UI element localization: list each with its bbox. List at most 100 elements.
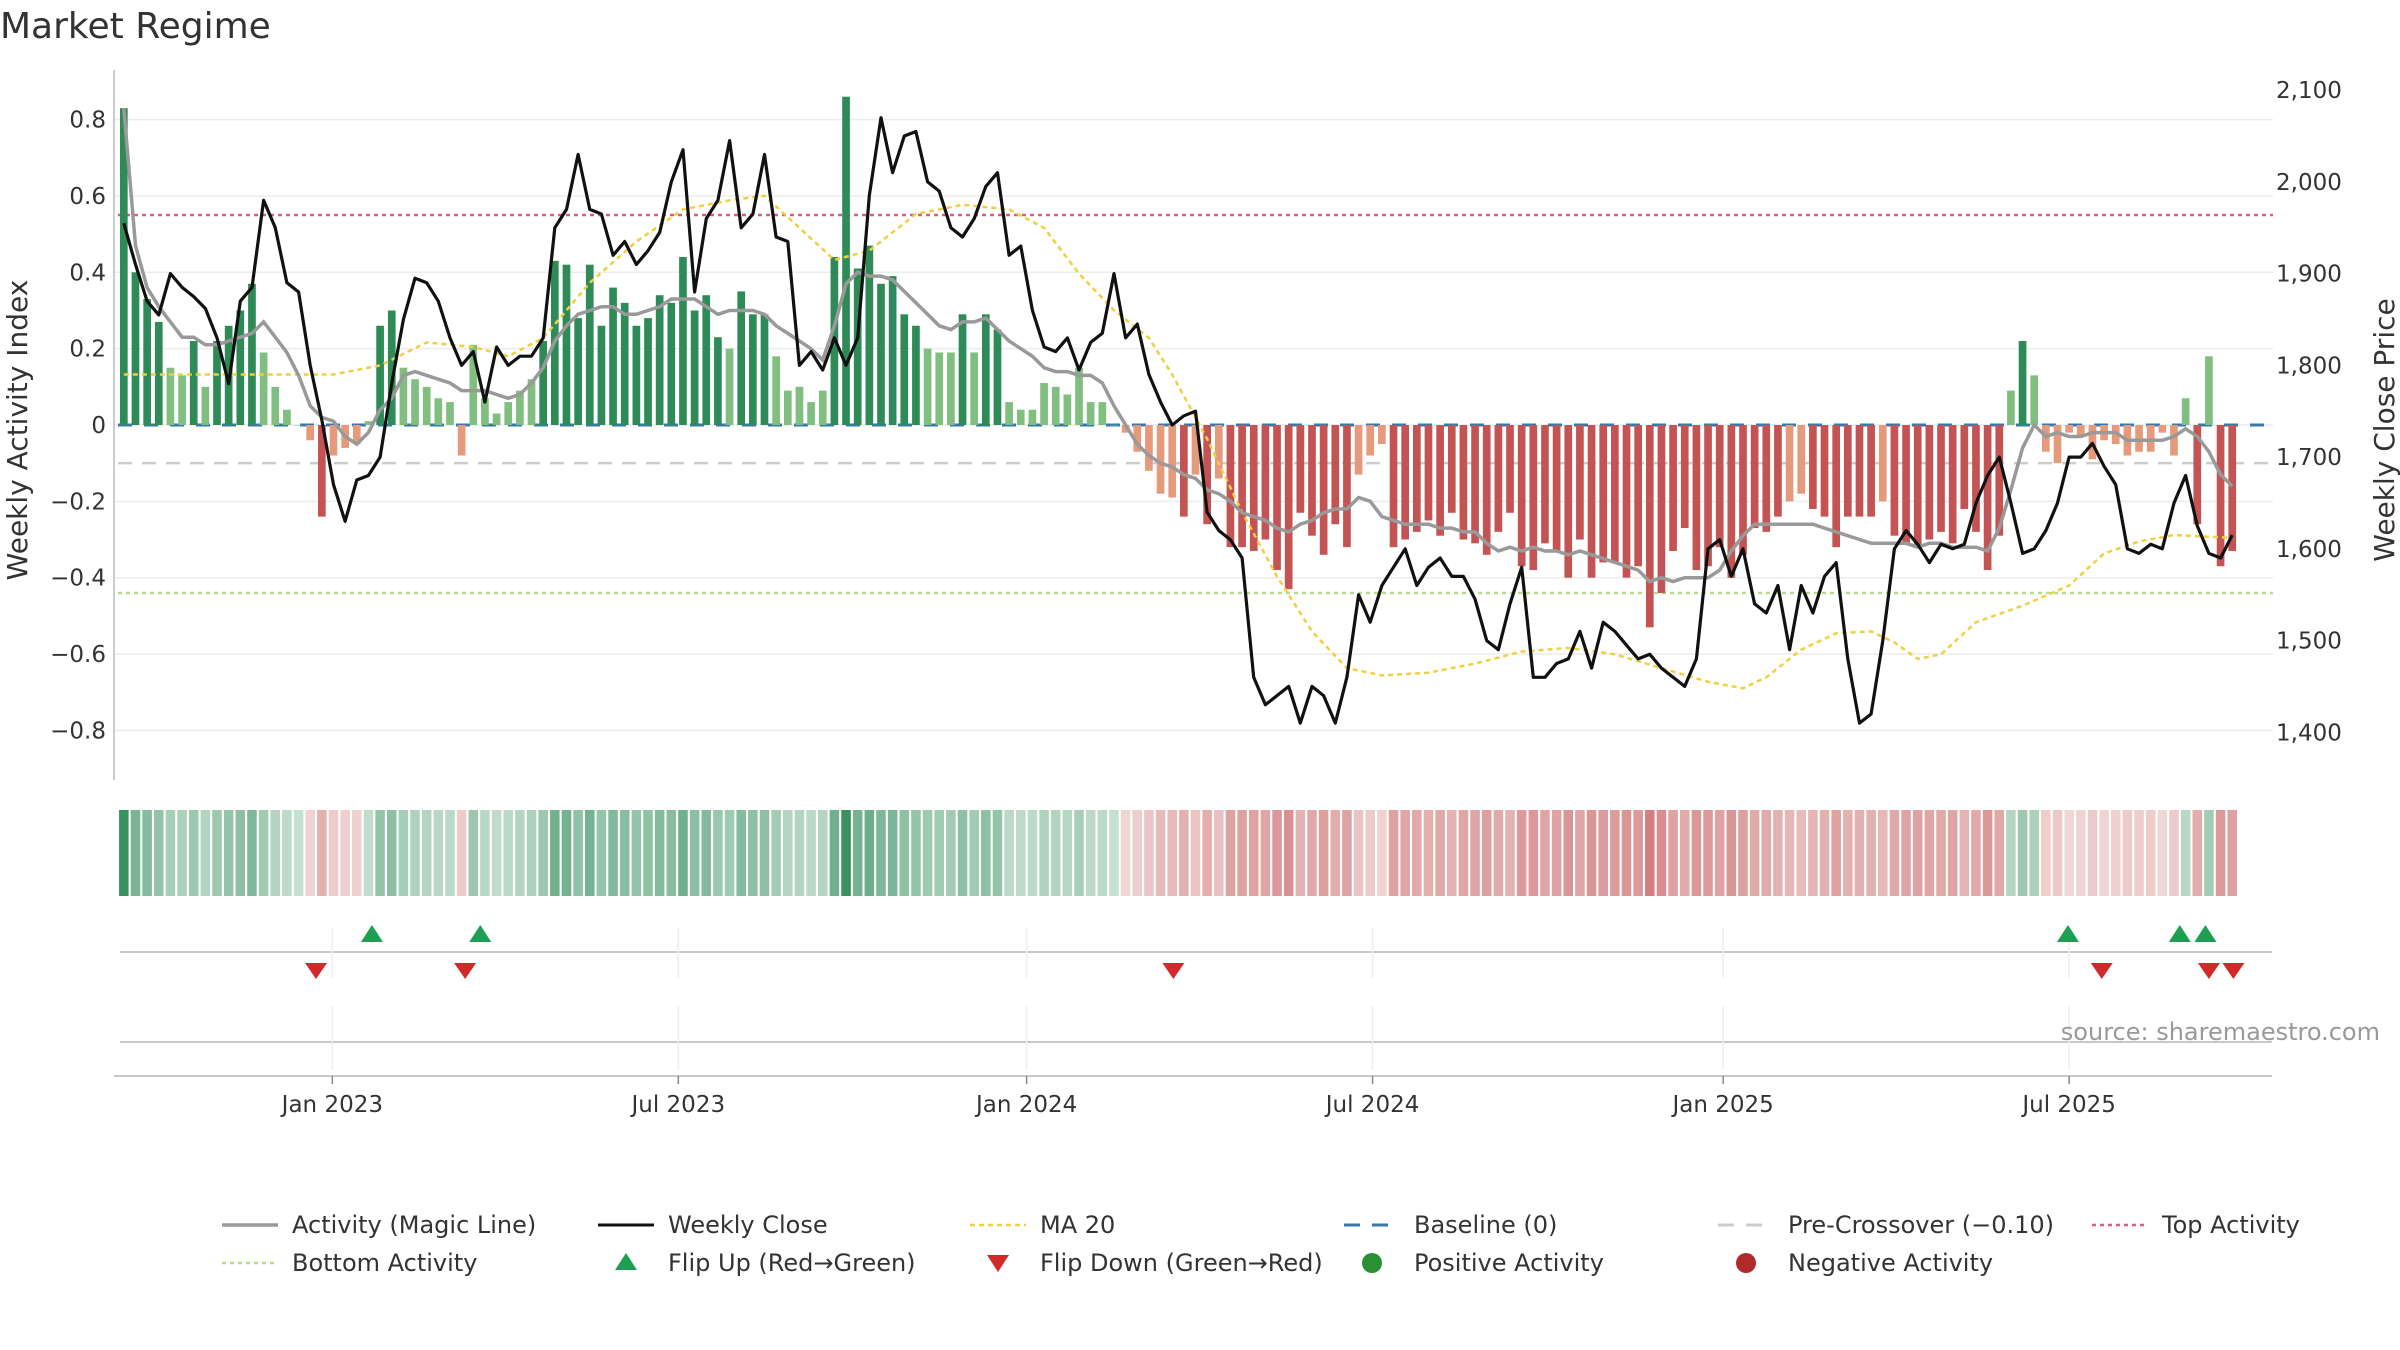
regime-cell [817,810,828,896]
regime-cell [1272,810,1282,896]
activity-bar [725,348,734,425]
activity-bar [1214,425,1223,479]
regime-cell [794,810,805,896]
activity-bar [504,402,513,425]
activity-bar [853,268,862,425]
legend: Activity (Magic Line) Weekly Close MA 20 Ba… [222,1211,2300,1277]
regime-cell [1959,810,1970,896]
activity-bar [1552,425,1561,551]
regime-cell [1155,810,1166,896]
regime-cell [526,810,537,896]
regime-cell [1120,810,1131,896]
regime-cell [631,810,642,896]
activity-bar [364,421,373,425]
activity-bar [143,299,151,425]
activity-bar [1587,425,1596,578]
activity-bar [271,386,280,425]
legend-item-pos: Positive Activity [1362,1249,1604,1277]
activity-bar [1878,425,1887,502]
activity-bar [2181,398,2190,425]
legend-label: Positive Activity [1414,1249,1604,1277]
legend-item-flipup: Flip Up (Red→Green) [615,1249,916,1277]
regime-cell [1866,810,1876,896]
activity-bar [306,425,315,441]
regime-cell [1260,810,1271,896]
activity-bar [1820,425,1829,517]
regime-cell [1691,810,1702,896]
regime-cell [922,810,933,896]
regime-cell [2087,810,2098,896]
activity-bar [842,96,850,425]
activity-bar [236,310,245,425]
regime-cell [1237,810,1247,896]
regime-cell [771,810,781,896]
flip-up-marker [2056,925,2079,942]
legend-item-bottom: Bottom Activity [222,1249,477,1277]
regime-cell [1726,810,1737,896]
regime-cell [981,810,991,896]
activity-bar [1599,425,1608,563]
activity-bar [259,352,268,425]
regime-cell [2227,810,2238,896]
regime-cell [2110,810,2121,896]
activity-bar [189,341,198,425]
weekly-close-line [122,116,2234,725]
regime-cell [2064,810,2074,896]
activity-bar [481,398,489,425]
activity-bar [411,379,419,425]
activity-bar [865,245,874,425]
legend-item-precross: Pre-Crossover (−0.10) [1718,1211,2054,1239]
regime-cell [1586,810,1597,896]
regime-cell [1796,810,1807,896]
legend-label: Weekly Close [668,1211,828,1239]
regime-cell [293,810,304,896]
regime-cell [1901,810,1911,896]
regime-cell [398,810,409,896]
legend-item-close: Weekly Close [598,1211,828,1239]
regime-cell [2134,810,2144,896]
legend-label: Pre-Crossover (−0.10) [1788,1211,2054,1239]
regime-cell [421,810,432,896]
regime-cell [1307,810,1317,896]
regime-cell [1761,810,1772,896]
activity-bar [1645,425,1654,628]
regime-cell [1784,810,1795,896]
regime-cell [1877,810,1888,896]
regime-cell [1982,810,1993,896]
activity-bar [1774,425,1782,517]
activity-bar [923,348,932,425]
activity-bar [1867,425,1875,517]
flip-up-marker [360,925,383,942]
regime-cell [852,810,863,896]
activity-bar [1715,425,1724,548]
activity-bar [422,386,431,425]
ma20-line [123,194,2233,690]
regime-cell [1505,810,1515,896]
regime-cell [1377,810,1387,896]
activity-bar [1378,425,1386,445]
activity-bar [527,379,536,425]
legend-label: Flip Down (Green→Red) [1040,1249,1323,1277]
regime-cell [1633,810,1643,896]
regime-cell [1610,810,1620,896]
activity-bar [1401,425,1410,540]
regime-cell [1854,810,1865,896]
regime-cell [957,810,968,896]
regime-cell [1202,810,1212,896]
activity-bar [1389,425,1398,548]
regime-cell [1074,810,1084,896]
activity-bar [1436,425,1444,536]
regime-cell [573,810,583,896]
activity-bar [1890,425,1899,536]
series-lines [122,108,2234,725]
regime-cell [1889,810,1900,896]
regime-cell [1365,810,1376,896]
activity-bar [1517,425,1526,567]
activity-bar [1098,402,1107,425]
legend-swatch [615,1253,637,1270]
regime-cell [1819,810,1830,896]
activity-bar [166,367,175,425]
legend-label: Negative Activity [1788,1249,1993,1277]
activity-bar [1075,367,1083,425]
activity-bar [1424,425,1433,521]
